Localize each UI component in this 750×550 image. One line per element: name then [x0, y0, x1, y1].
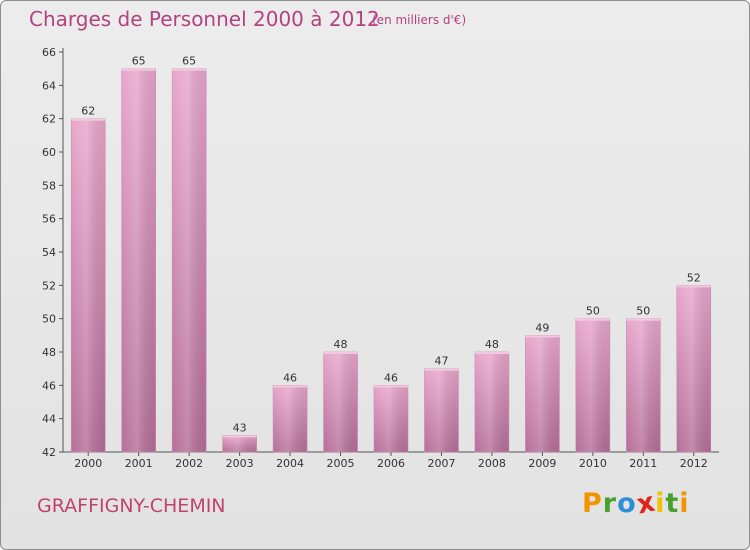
logo-letter: P [582, 488, 603, 519]
bar-sheen [172, 68, 207, 453]
x-tick-label: 2009 [528, 457, 556, 470]
bar-top-highlight [424, 368, 459, 371]
data-labels: 62 65 65 43 46 48 46 47 48 49 50 50 52 [81, 55, 701, 435]
data-label: 48 [334, 338, 348, 351]
y-tick-label: 62 [42, 113, 56, 126]
y-tick-label: 48 [42, 346, 56, 359]
data-label: 65 [182, 55, 196, 68]
y-tick-label: 58 [42, 179, 56, 192]
x-axis: 2000 2001 2002 2003 2004 2005 2006 2007 2008 2009… [63, 451, 719, 470]
bar-top-highlight [474, 352, 509, 354]
data-label: 48 [485, 338, 499, 351]
data-label: 52 [687, 271, 701, 284]
data-label: 47 [434, 355, 448, 368]
bar-top-highlight [374, 385, 408, 388]
bar-sheen [525, 335, 560, 452]
bar-sheen [676, 285, 711, 452]
y-tick-label: 66 [42, 46, 56, 59]
y-tick-label: 54 [42, 246, 56, 259]
chart-title: Charges de Personnel 2000 à 2012 [29, 7, 380, 31]
data-label: 46 [283, 371, 297, 384]
y-tick-label: 52 [42, 279, 56, 292]
bar-sheen [71, 118, 106, 453]
x-tick-label: 2001 [125, 457, 153, 470]
bar-top-highlight [71, 118, 106, 121]
bar-top-highlight [121, 68, 156, 71]
bar-sheen [222, 435, 257, 452]
bar-sheen [121, 68, 156, 453]
bar-top-highlight [172, 68, 207, 71]
bar-sheen [273, 385, 308, 452]
bars [70, 68, 712, 453]
data-label: 43 [233, 421, 247, 434]
bar-top-highlight [273, 385, 308, 388]
x-tick-label: 2010 [579, 457, 607, 470]
logo-letter: r [602, 488, 618, 519]
bar-top-highlight [575, 318, 610, 321]
y-tick-label: 64 [42, 79, 56, 92]
y-tick-label: 44 [42, 413, 56, 426]
x-tick-label: 2012 [680, 457, 708, 470]
bar-sheen [374, 385, 408, 452]
x-tick-label: 2006 [377, 457, 405, 470]
data-label: 50 [586, 305, 600, 318]
bar-sheen [626, 318, 661, 452]
chart-subtitle: (en milliers d'€) [372, 13, 467, 27]
bar-top-highlight [626, 318, 661, 321]
bar-top-highlight [676, 285, 711, 288]
x-tick-label: 2005 [327, 457, 355, 470]
bar-sheen [474, 352, 509, 452]
y-axis: 42 44 46 48 50 52 54 56 58 60 62 64 66 [42, 46, 64, 459]
bar-top-highlight [222, 435, 257, 438]
logo-letter: o [617, 488, 637, 519]
x-tick-label: 2004 [276, 457, 304, 470]
x-tick-label: 2007 [427, 457, 455, 470]
y-tick-label: 50 [42, 313, 56, 326]
x-tick-label: 2000 [74, 457, 102, 470]
data-label: 65 [132, 55, 146, 68]
proxiti-logo[interactable]: Proxiti [582, 486, 690, 520]
y-tick-label: 42 [42, 446, 56, 459]
y-tick-label: 56 [42, 213, 56, 226]
data-label: 49 [535, 321, 549, 334]
commune-name: GRAFFIGNY-CHEMIN [37, 495, 226, 517]
bar-sheen [323, 352, 358, 452]
bar-sheen [575, 318, 610, 452]
logo-letter: i [655, 488, 666, 519]
data-label: 62 [81, 105, 95, 118]
logo-letter: t [665, 488, 680, 519]
bar-top-highlight [525, 335, 560, 338]
logo-letter: i [679, 488, 690, 519]
data-label: 50 [636, 305, 650, 318]
x-tick-label: 2011 [629, 457, 657, 470]
data-label: 46 [384, 371, 398, 384]
x-tick-label: 2003 [226, 457, 254, 470]
y-tick-label: 46 [42, 379, 56, 392]
y-tick-label: 60 [42, 146, 56, 159]
bar-sheen [424, 368, 459, 452]
bar-top-highlight [323, 352, 358, 354]
x-tick-label: 2008 [478, 457, 506, 470]
x-tick-label: 2002 [175, 457, 203, 470]
